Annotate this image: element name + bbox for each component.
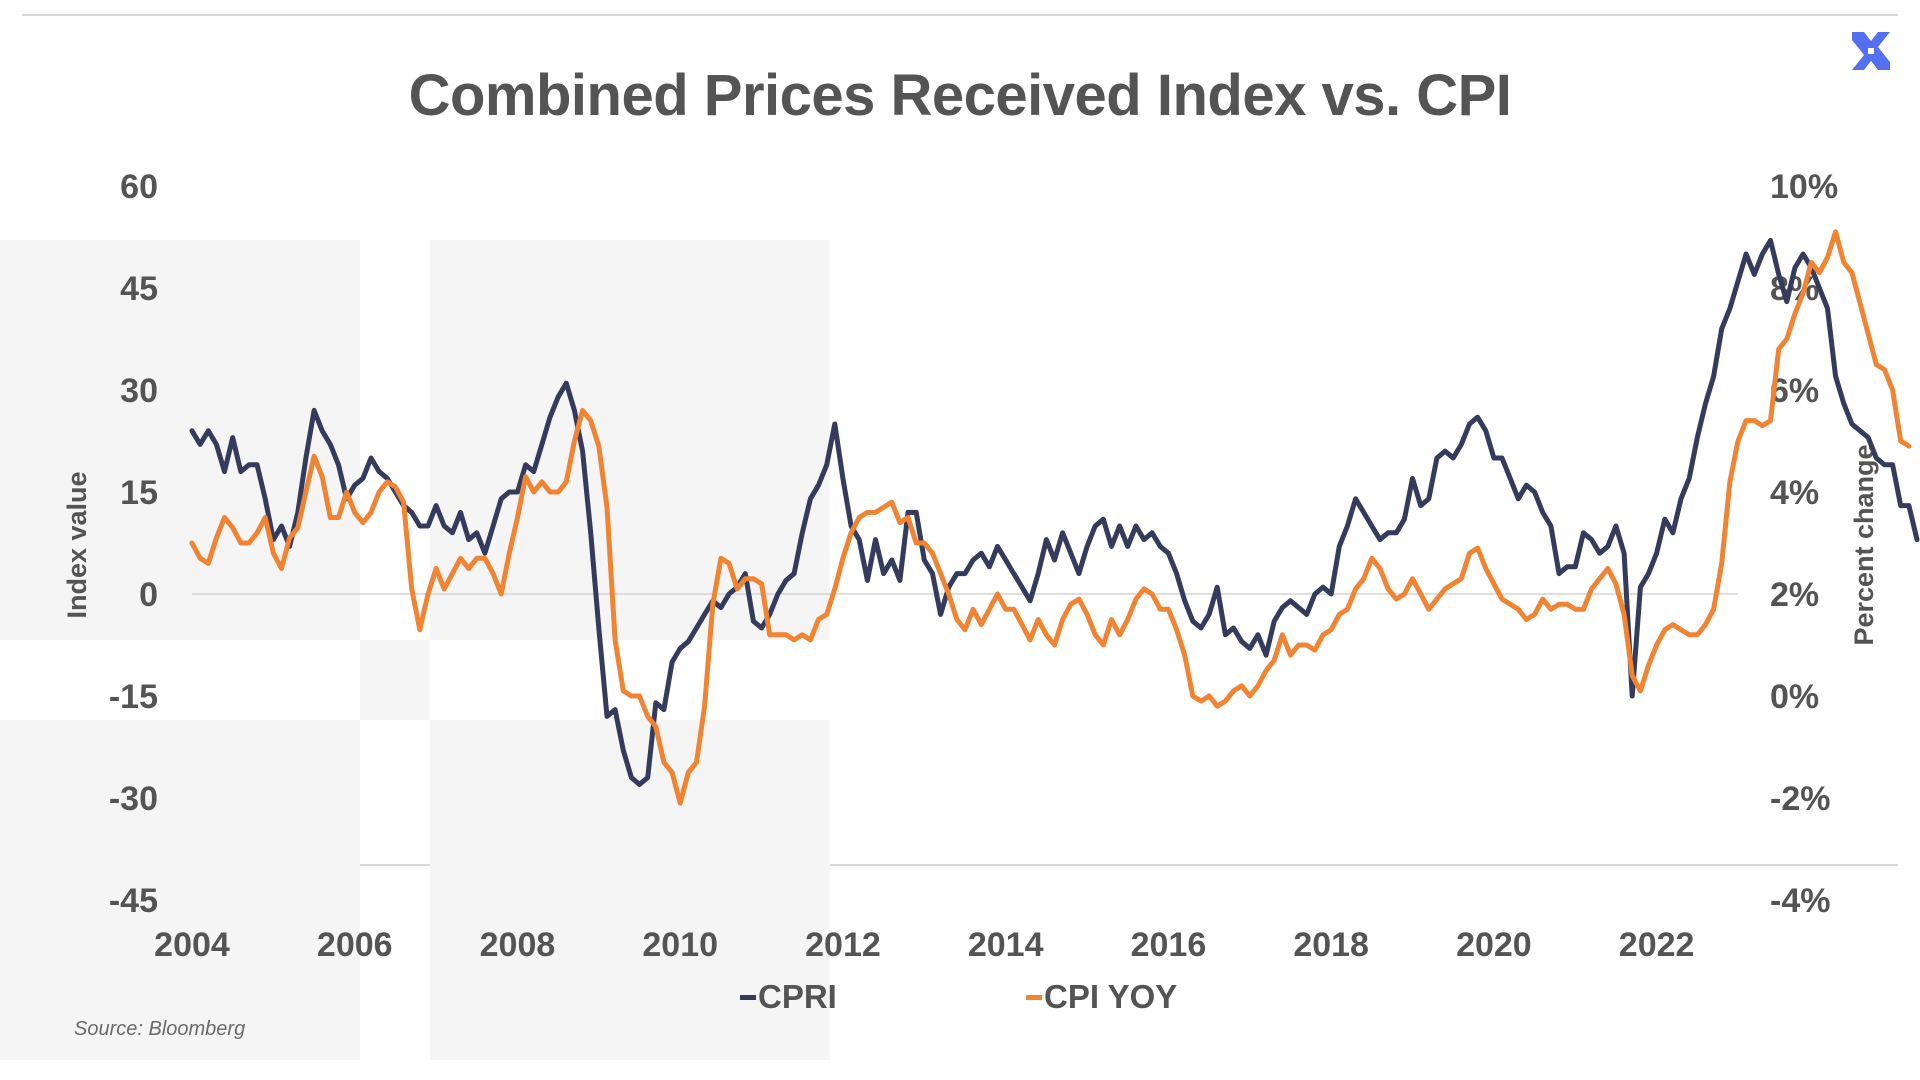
y-left-tick-label: 0 xyxy=(139,576,158,614)
y-left-tick-label: -45 xyxy=(109,882,158,920)
y-right-tick-label: 2% xyxy=(1770,576,1819,614)
legend-label-cpi-yoy: CPI YOY xyxy=(1044,978,1178,1015)
x-tick-label: 2006 xyxy=(317,926,393,964)
y-right-tick-label: 6% xyxy=(1770,372,1819,410)
watermark-shape xyxy=(0,240,830,1060)
legend-item-cpri: CPRI xyxy=(740,978,837,1016)
y-right-tick-label: 10% xyxy=(1770,168,1838,206)
source-note: Source: Bloomberg xyxy=(74,1018,246,1040)
y-left-axis-title: Index value xyxy=(62,471,92,618)
y-left-tick-label: 30 xyxy=(120,372,158,410)
x-tick-label: 2004 xyxy=(154,926,230,964)
y-right-tick-label: 4% xyxy=(1770,474,1819,512)
y-right-axis-title: Percent change xyxy=(1849,444,1879,645)
top-divider xyxy=(22,14,1898,16)
y-left-tick-label: -30 xyxy=(109,780,158,818)
legend-item-cpi-yoy: CPI YOY xyxy=(1026,978,1177,1016)
x-tick-label: 2020 xyxy=(1456,926,1532,964)
chart-title: Combined Prices Received Index vs. CPI xyxy=(408,63,1512,128)
x-tick-label: 2012 xyxy=(805,926,881,964)
y-right-tick-label: 0% xyxy=(1770,678,1819,716)
legend-label-cpri: CPRI xyxy=(758,978,837,1015)
x-tick-label: 2010 xyxy=(642,926,718,964)
y-left-tick-label: -15 xyxy=(109,678,158,716)
x-tick-label: 2018 xyxy=(1293,926,1369,964)
y-right-tick-label: -2% xyxy=(1770,780,1830,818)
y-left-tick-label: 60 xyxy=(120,168,158,206)
y-right-tick-label: -4% xyxy=(1770,882,1830,920)
y-left-tick-label: 15 xyxy=(120,474,158,512)
legend-swatch-cpi-yoy xyxy=(1026,994,1042,1000)
legend-swatch-cpri xyxy=(740,994,756,1000)
brand-logo-icon xyxy=(1852,32,1890,70)
series-line-cpi-yoy xyxy=(189,229,1912,806)
x-tick-label: 2016 xyxy=(1131,926,1207,964)
x-tick-label: 2022 xyxy=(1619,926,1695,964)
x-tick-label: 2008 xyxy=(480,926,556,964)
y-left-tick-label: 45 xyxy=(120,270,158,308)
bottom-divider xyxy=(22,864,1898,866)
x-tick-label: 2014 xyxy=(968,926,1044,964)
